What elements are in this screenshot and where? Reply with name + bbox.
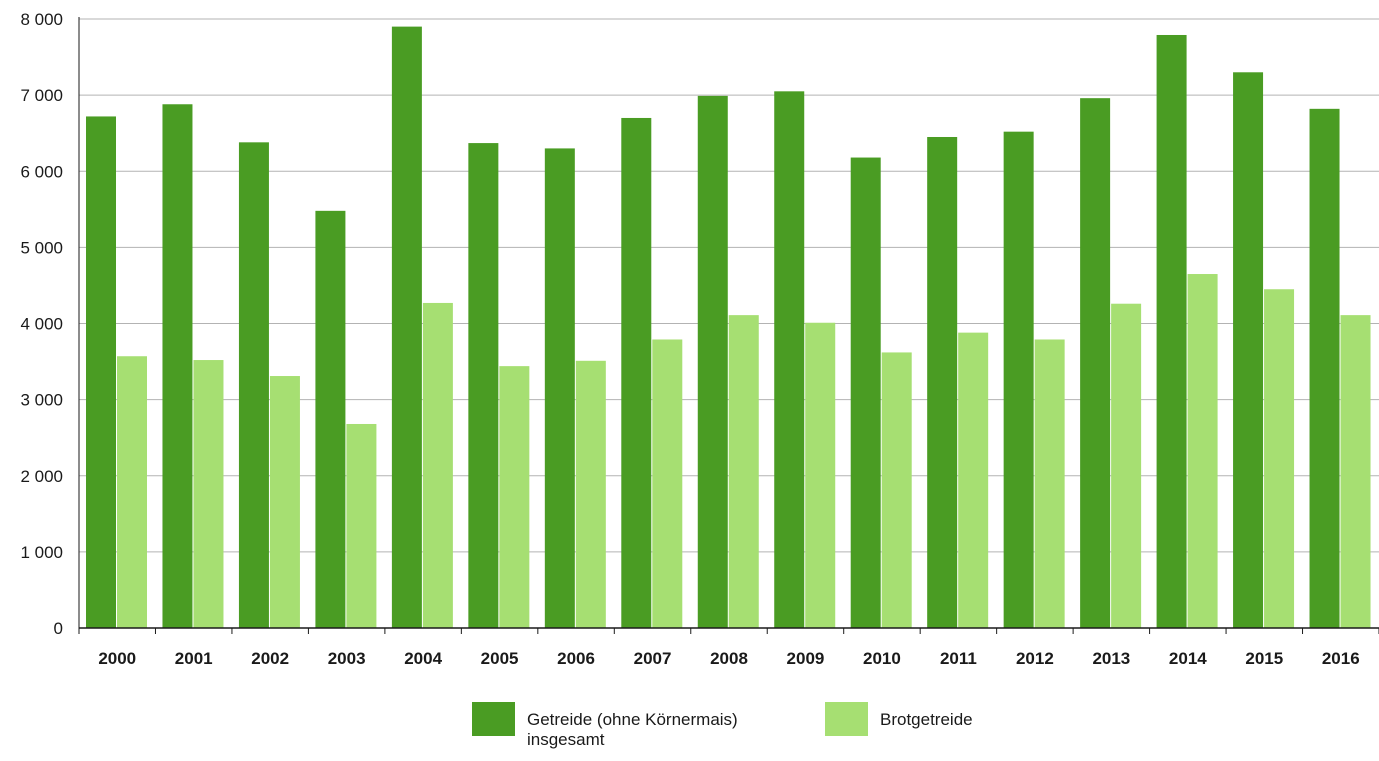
legend: Getreide (ohne Körnermais)insgesamt Brotg…: [472, 702, 973, 749]
x-tick-label: 2001: [175, 649, 213, 668]
x-tick-label: 2014: [1169, 649, 1207, 668]
bars: [86, 26, 1371, 629]
bar-brotgetreide-2008: [728, 315, 759, 628]
legend-label: Getreide (ohne Körnermais): [527, 710, 738, 729]
bar-getreide-2014: [1156, 34, 1187, 628]
bar-getreide-2016: [1309, 108, 1340, 628]
bar-getreide-2003: [315, 210, 346, 628]
bar-brotgetreide-2003: [346, 423, 377, 628]
bar-getreide-2011: [927, 136, 958, 628]
x-tick-label: 2015: [1245, 649, 1283, 668]
x-tick-label: 2003: [328, 649, 366, 668]
bar-getreide-2006: [544, 148, 575, 628]
x-tick-label: 2010: [863, 649, 901, 668]
bar-brotgetreide-2007: [652, 339, 683, 628]
bar-getreide-2005: [468, 143, 499, 629]
y-tick-label: 3 000: [20, 391, 63, 410]
bar-brotgetreide-2005: [499, 366, 530, 628]
y-tick-label: 5 000: [20, 238, 63, 257]
y-tick-label: 7 000: [20, 86, 63, 105]
bar-brotgetreide-2004: [422, 302, 453, 628]
bar-brotgetreide-2000: [117, 356, 147, 628]
axes: 0 1 000 2 000 3 000 4 000 5 000 6 000 7 000 8 00…: [20, 10, 1379, 668]
legend-label: insgesamt: [527, 730, 605, 749]
y-tick-label: 8 000: [20, 10, 63, 29]
y-tick-label: 1 000: [20, 543, 63, 562]
x-tick-label: 2013: [1092, 649, 1130, 668]
bar-getreide-2010: [850, 157, 881, 629]
x-tick-label: 2000: [98, 649, 136, 668]
y-tick-label: 6 000: [20, 162, 63, 181]
legend-swatch: [472, 702, 515, 736]
bar-brotgetreide-2006: [575, 360, 606, 628]
x-tick-label: 2005: [481, 649, 519, 668]
bar-brotgetreide-2012: [1034, 339, 1065, 628]
bar-getreide-2008: [697, 95, 728, 629]
y-tick-label: 2 000: [20, 467, 63, 486]
x-tick-label: 2008: [710, 649, 748, 668]
bar-brotgetreide-2011: [958, 332, 989, 628]
bar-getreide-2009: [774, 91, 805, 629]
bar-brotgetreide-2001: [193, 360, 224, 628]
legend-swatch: [825, 702, 868, 736]
x-tick-label: 2012: [1016, 649, 1054, 668]
x-tick-label: 2007: [634, 649, 672, 668]
bar-getreide-2002: [238, 142, 269, 628]
bar-getreide-2004: [391, 26, 422, 629]
bar-brotgetreide-2015: [1264, 289, 1295, 628]
x-tick-label: 2006: [557, 649, 595, 668]
bar-getreide-2000: [86, 116, 116, 628]
bar-brotgetreide-2010: [881, 352, 912, 628]
y-tick-label: 4 000: [20, 315, 63, 334]
x-tick-label: 2016: [1322, 649, 1360, 668]
x-tick-label: 2009: [787, 649, 825, 668]
legend-label: Brotgetreide: [880, 710, 973, 729]
bar-getreide-2007: [621, 117, 652, 629]
y-tick-label: 0: [54, 619, 63, 638]
bar-brotgetreide-2014: [1187, 274, 1218, 628]
bar-getreide-2015: [1233, 72, 1264, 629]
bar-brotgetreide-2009: [805, 322, 836, 628]
bar-brotgetreide-2002: [269, 376, 300, 628]
x-tick-label: 2011: [940, 649, 977, 668]
bar-brotgetreide-2016: [1340, 315, 1371, 628]
bar-getreide-2013: [1080, 98, 1111, 629]
bar-brotgetreide-2013: [1111, 303, 1142, 628]
bar-getreide-2012: [1003, 131, 1034, 629]
x-tick-label: 2004: [404, 649, 442, 668]
bar-getreide-2001: [162, 104, 193, 628]
x-tick-label: 2002: [251, 649, 289, 668]
